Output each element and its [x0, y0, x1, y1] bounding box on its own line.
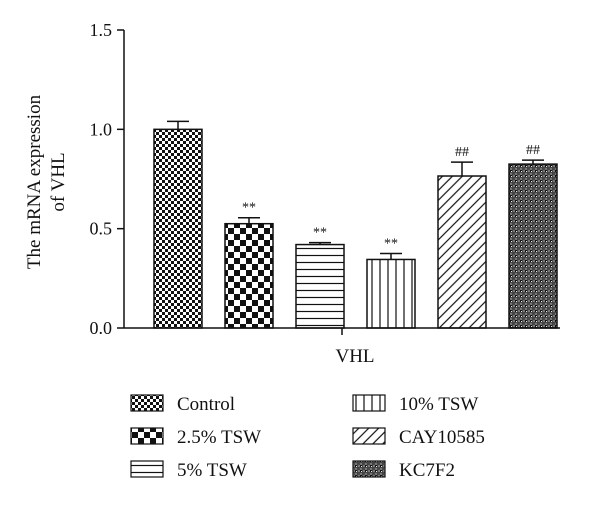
y-tick-label: 0.0: [90, 318, 113, 338]
legend-swatch: [130, 460, 164, 478]
legend-swatch: [352, 394, 386, 412]
legend-item: 5% TSW: [130, 460, 247, 481]
y-tick-label: 1.0: [90, 119, 113, 139]
bar-group: ##: [508, 143, 558, 329]
bar-group: **: [224, 201, 274, 329]
significance-label: **: [384, 237, 398, 252]
legend-item: 10% TSW: [352, 394, 478, 415]
y-tick-label: 1.5: [90, 20, 113, 40]
y-axis-title-line: of VHL: [48, 152, 69, 211]
y-axis-title: The mRNA expression of VHL: [24, 94, 69, 269]
y-axis: 0.0 0.5 1.0 1.5: [90, 20, 125, 338]
y-axis-title-line: The mRNA expression: [24, 94, 45, 269]
legend-label: 2.5% TSW: [177, 427, 261, 448]
y-tick-label: 0.5: [90, 219, 113, 239]
legend-label: CAY10585: [399, 427, 485, 448]
legend-swatch: [130, 427, 164, 445]
legend: Control 2.5% TSW 5% TSW 10% TSW CAY10585 KC7F…: [130, 394, 485, 481]
legend-item: 2.5% TSW: [130, 427, 261, 448]
bar-group: [153, 120, 203, 329]
bar-group: ##: [437, 145, 487, 329]
legend-label: 10% TSW: [399, 394, 478, 415]
bar: [224, 222, 274, 329]
legend-item: CAY10585: [352, 427, 485, 448]
significance-label: **: [313, 226, 327, 241]
legend-label: 5% TSW: [177, 460, 247, 481]
legend-label: KC7F2: [399, 460, 455, 481]
legend-item: Control: [130, 394, 235, 415]
legend-label: Control: [177, 394, 235, 415]
legend-swatch: [352, 460, 386, 478]
bar: [295, 243, 345, 329]
significance-label: **: [242, 201, 256, 216]
bar-group: **: [366, 237, 416, 329]
x-category-label: VHL: [335, 346, 374, 367]
bar: [508, 163, 558, 329]
bar: [153, 128, 203, 329]
x-axis: VHL: [124, 327, 560, 367]
bar: [437, 175, 487, 329]
significance-label: ##: [455, 145, 469, 160]
legend-item: KC7F2: [352, 460, 455, 481]
legend-swatch: [352, 427, 386, 445]
y-axis-title-group: The mRNA expression of VHL: [24, 94, 69, 269]
legend-swatch: [130, 394, 164, 412]
bar-group: **: [295, 226, 345, 329]
significance-label: ##: [526, 143, 540, 158]
bar: [366, 258, 416, 329]
bars-group: ** ** ** ## ##: [153, 120, 558, 329]
